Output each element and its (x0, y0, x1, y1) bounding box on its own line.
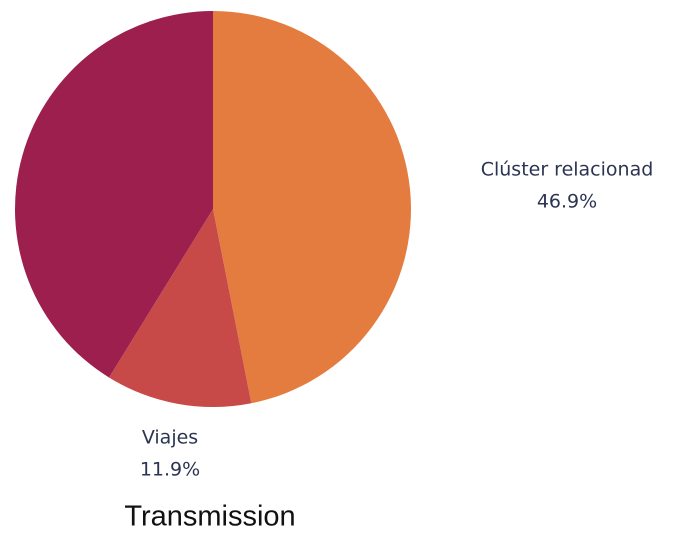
pie-slice (15, 11, 213, 378)
slice-label: Viajes (142, 427, 198, 449)
pie-slice (213, 11, 412, 404)
pie-slice (109, 209, 252, 407)
chart-title: Transmission (124, 501, 295, 533)
slice-value-label: 11.9% (140, 459, 200, 481)
slice-label: Clúster relacionad (481, 159, 654, 181)
slice-value-label: 46.9% (537, 191, 597, 213)
